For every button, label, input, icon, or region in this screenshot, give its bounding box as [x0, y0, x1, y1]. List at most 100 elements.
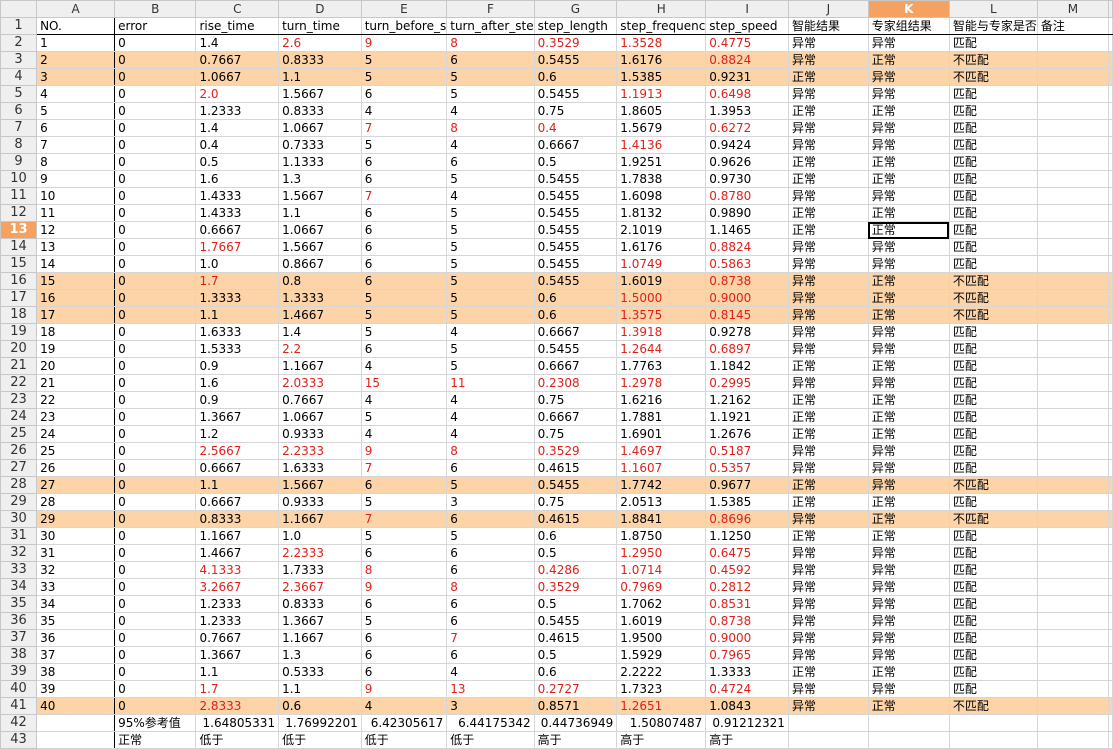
cell-g2[interactable]: 0.3529 [533, 34, 618, 52]
cell-k40[interactable]: 异常 [867, 680, 950, 698]
cell-a24[interactable]: 23 [36, 408, 116, 426]
cell-b2[interactable]: 0 [114, 34, 197, 52]
cell-i21[interactable]: 1.1842 [705, 357, 789, 375]
cell-j36[interactable]: 异常 [787, 612, 869, 630]
cell-c4[interactable]: 1.0667 [195, 68, 280, 86]
cell-k6[interactable]: 正常 [867, 102, 950, 120]
row-header-19[interactable]: 19 [0, 323, 38, 341]
cell-e42[interactable]: 6.42305617 [360, 714, 448, 732]
cell-b21[interactable]: 0 [114, 357, 197, 375]
cell-e1[interactable]: turn_before_s [360, 17, 448, 35]
cell-i10[interactable]: 0.9730 [705, 170, 789, 188]
cell-a15[interactable]: 14 [36, 255, 116, 273]
cell-j33[interactable]: 异常 [787, 561, 869, 579]
cell-l11[interactable]: 匹配 [948, 187, 1038, 205]
cell-d33[interactable]: 1.7333 [278, 561, 362, 579]
cell-e27[interactable]: 7 [360, 459, 448, 477]
row-header-36[interactable]: 36 [0, 612, 38, 630]
cell-l26[interactable]: 匹配 [948, 442, 1038, 460]
cell-k22[interactable]: 异常 [867, 374, 950, 392]
cell-l9[interactable]: 匹配 [948, 153, 1038, 171]
cell-i43[interactable]: 高于 [705, 731, 789, 749]
cell-i16[interactable]: 0.8738 [705, 272, 789, 290]
cell-f32[interactable]: 6 [446, 544, 535, 562]
cell-c1[interactable]: rise_time [195, 17, 280, 35]
cell-c7[interactable]: 1.4 [195, 119, 280, 137]
cell-m33[interactable] [1036, 561, 1110, 579]
cell-l40[interactable]: 匹配 [948, 680, 1038, 698]
cell-k9[interactable]: 正常 [867, 153, 950, 171]
cell-k30[interactable]: 正常 [867, 510, 950, 528]
cell-b28[interactable]: 0 [114, 476, 197, 494]
cell-g13[interactable]: 0.5455 [533, 221, 618, 239]
cell-e3[interactable]: 5 [360, 51, 448, 69]
cell-j5[interactable]: 异常 [787, 85, 869, 103]
cell-d39[interactable]: 0.5333 [278, 663, 362, 681]
cell-b17[interactable]: 0 [114, 289, 197, 307]
cell-i7[interactable]: 0.6272 [705, 119, 789, 137]
cell-i32[interactable]: 0.6475 [705, 544, 789, 562]
row-header-34[interactable]: 34 [0, 578, 38, 596]
cell-m6[interactable] [1036, 102, 1110, 120]
cell-i39[interactable]: 1.3333 [705, 663, 789, 681]
cell-j41[interactable]: 异常 [787, 697, 869, 715]
cell-i6[interactable]: 1.3953 [705, 102, 789, 120]
cell-b39[interactable]: 0 [114, 663, 197, 681]
cell-k26[interactable]: 异常 [867, 442, 950, 460]
cell-g12[interactable]: 0.5455 [533, 204, 618, 222]
cell-h35[interactable]: 1.7062 [616, 595, 707, 613]
cell-f21[interactable]: 5 [446, 357, 535, 375]
cell-f24[interactable]: 4 [446, 408, 535, 426]
cell-e13[interactable]: 6 [360, 221, 448, 239]
cell-d16[interactable]: 0.8 [278, 272, 362, 290]
cell-g27[interactable]: 0.4615 [533, 459, 618, 477]
cell-a25[interactable]: 24 [36, 425, 116, 443]
cell-j26[interactable]: 异常 [787, 442, 869, 460]
row-header-2[interactable]: 2 [0, 34, 38, 52]
cell-h4[interactable]: 1.5385 [616, 68, 707, 86]
cell-a9[interactable]: 8 [36, 153, 116, 171]
cell-m27[interactable] [1036, 459, 1110, 477]
cell-e28[interactable]: 6 [360, 476, 448, 494]
cell-l41[interactable]: 不匹配 [948, 697, 1038, 715]
cell-h31[interactable]: 1.8750 [616, 527, 707, 545]
cell-f8[interactable]: 4 [446, 136, 535, 154]
cell-g9[interactable]: 0.5 [533, 153, 618, 171]
cell-k43[interactable] [867, 731, 950, 749]
cell-e41[interactable]: 4 [360, 697, 448, 715]
cell-h24[interactable]: 1.7881 [616, 408, 707, 426]
cell-c6[interactable]: 1.2333 [195, 102, 280, 120]
cell-f12[interactable]: 5 [446, 204, 535, 222]
cell-c17[interactable]: 1.3333 [195, 289, 280, 307]
column-header-g[interactable]: G [533, 0, 618, 18]
cell-h5[interactable]: 1.1913 [616, 85, 707, 103]
row-header-12[interactable]: 12 [0, 204, 38, 222]
cell-e23[interactable]: 4 [360, 391, 448, 409]
row-header-18[interactable]: 18 [0, 306, 38, 324]
cell-d14[interactable]: 1.5667 [278, 238, 362, 256]
cell-i9[interactable]: 0.9626 [705, 153, 789, 171]
cell-d1[interactable]: turn_time [278, 17, 362, 35]
cell-i13[interactable]: 1.1465 [705, 221, 789, 239]
cell-b18[interactable]: 0 [114, 306, 197, 324]
cell-g15[interactable]: 0.5455 [533, 255, 618, 273]
cell-i11[interactable]: 0.8780 [705, 187, 789, 205]
cell-j24[interactable]: 正常 [787, 408, 869, 426]
cell-b6[interactable]: 0 [114, 102, 197, 120]
cell-m29[interactable] [1036, 493, 1110, 511]
cell-m13[interactable] [1036, 221, 1110, 239]
cell-j20[interactable]: 异常 [787, 340, 869, 358]
cell-j28[interactable]: 正常 [787, 476, 869, 494]
cell-j1[interactable]: 智能结果 [787, 17, 869, 35]
cell-j38[interactable]: 异常 [787, 646, 869, 664]
cell-l4[interactable]: 不匹配 [948, 68, 1038, 86]
cell-l35[interactable]: 匹配 [948, 595, 1038, 613]
cell-g29[interactable]: 0.75 [533, 493, 618, 511]
cell-g32[interactable]: 0.5 [533, 544, 618, 562]
cell-k5[interactable]: 异常 [867, 85, 950, 103]
cell-c8[interactable]: 0.4 [195, 136, 280, 154]
cell-h11[interactable]: 1.6098 [616, 187, 707, 205]
cell-a14[interactable]: 13 [36, 238, 116, 256]
cell-e29[interactable]: 5 [360, 493, 448, 511]
cell-e40[interactable]: 9 [360, 680, 448, 698]
